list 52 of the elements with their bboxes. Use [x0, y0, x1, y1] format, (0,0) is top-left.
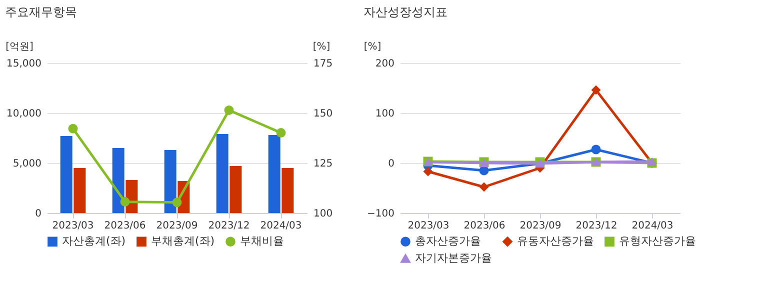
x-tick-label: 2023/03	[52, 220, 94, 232]
point	[591, 85, 601, 95]
y2-tick-label: 150	[314, 108, 333, 120]
y-axis-title: [%]	[364, 42, 382, 52]
y2-tick-label: 100	[314, 208, 333, 220]
x-tick-label: 2023/06	[464, 220, 506, 232]
bar	[164, 150, 176, 213]
point	[224, 105, 234, 115]
point	[276, 128, 286, 138]
legend-label: 부채비율	[240, 234, 284, 248]
point	[68, 124, 78, 134]
bar	[112, 148, 124, 213]
point	[172, 198, 182, 208]
y-tick-label: 15,000	[6, 58, 42, 70]
x-tick-label: 2023/12	[208, 220, 250, 232]
legend-label: 유동자산증가율	[517, 234, 594, 248]
y2-tick-label: 125	[314, 158, 333, 170]
y-tick-label: 0	[35, 208, 42, 220]
y-tick-label: 100	[375, 108, 394, 120]
x-tick-label: 2023/09	[520, 220, 562, 232]
x-tick-label: 2023/06	[104, 220, 146, 232]
bar	[268, 135, 280, 213]
x-tick-label: 2024/03	[260, 220, 302, 232]
chart-title: 자산성장성지표	[363, 5, 448, 19]
point	[479, 182, 489, 192]
x-tick-label: 2024/03	[632, 220, 674, 232]
y2-tick-label: 175	[314, 58, 333, 70]
y-tick-label: −100	[367, 208, 394, 220]
x-tick-label: 2023/03	[408, 220, 450, 232]
bar	[282, 168, 294, 213]
legend-label: 자기자본증가율	[415, 252, 492, 264]
y-tick-label: 200	[375, 58, 394, 70]
bar	[74, 168, 86, 213]
legend-label: 자산총계(좌)	[62, 234, 126, 248]
y-tick-label: 0	[388, 158, 394, 170]
point	[423, 166, 433, 176]
point	[479, 166, 489, 176]
y2-axis-title: [%]	[312, 42, 330, 52]
chart-title: 주요재무항목	[5, 5, 78, 19]
y-axis-title: [억원]	[6, 42, 34, 52]
legend-label: 총자산증가율	[415, 234, 481, 248]
bar	[230, 166, 242, 213]
point	[591, 144, 601, 154]
legend-label: 부채총계(좌)	[151, 234, 215, 248]
y-tick-label: 10,000	[6, 108, 42, 120]
point	[120, 197, 130, 207]
x-tick-label: 2023/09	[156, 220, 198, 232]
bar	[60, 136, 72, 213]
y-tick-label: 5,000	[12, 158, 42, 170]
x-tick-label: 2023/12	[576, 220, 618, 232]
legend-label: 유형자산증가율	[619, 234, 696, 248]
bar	[216, 134, 228, 213]
